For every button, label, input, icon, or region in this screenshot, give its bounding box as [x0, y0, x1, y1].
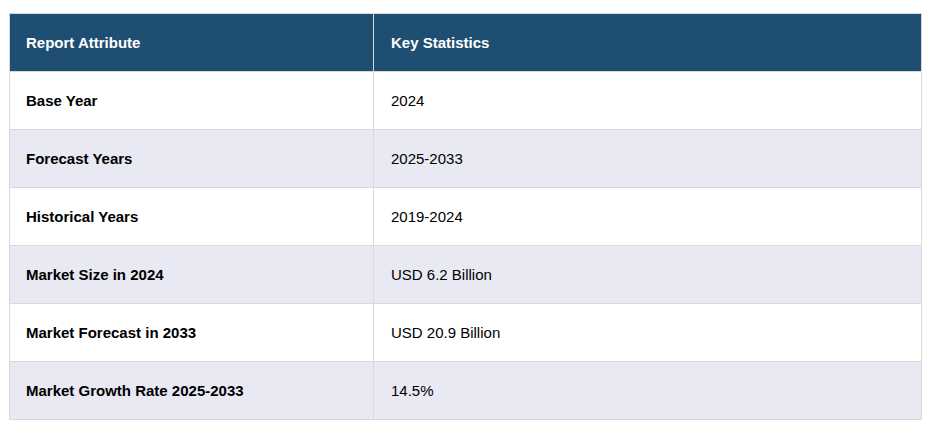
column-header-key-statistics: Key Statistics [374, 14, 922, 72]
attribute-cell: Market Growth Rate 2025-2033 [10, 362, 374, 420]
table-row: Market Growth Rate 2025-2033 14.5% [10, 362, 922, 420]
attribute-cell: Historical Years [10, 188, 374, 246]
report-statistics-table: Report Attribute Key Statistics Base Yea… [9, 13, 922, 420]
value-cell: 2025-2033 [374, 130, 922, 188]
value-cell: USD 6.2 Billion [374, 246, 922, 304]
value-cell: 14.5% [374, 362, 922, 420]
attribute-cell: Forecast Years [10, 130, 374, 188]
attribute-cell: Market Size in 2024 [10, 246, 374, 304]
table-row: Market Size in 2024 USD 6.2 Billion [10, 246, 922, 304]
table-header-row: Report Attribute Key Statistics [10, 14, 922, 72]
column-header-report-attribute: Report Attribute [10, 14, 374, 72]
value-cell: USD 20.9 Billion [374, 304, 922, 362]
attribute-cell: Market Forecast in 2033 [10, 304, 374, 362]
page: Report Attribute Key Statistics Base Yea… [0, 0, 929, 431]
attribute-cell: Base Year [10, 72, 374, 130]
value-cell: 2019-2024 [374, 188, 922, 246]
table-row: Forecast Years 2025-2033 [10, 130, 922, 188]
value-cell: 2024 [374, 72, 922, 130]
table-row: Market Forecast in 2033 USD 20.9 Billion [10, 304, 922, 362]
table-row: Historical Years 2019-2024 [10, 188, 922, 246]
table-row: Base Year 2024 [10, 72, 922, 130]
